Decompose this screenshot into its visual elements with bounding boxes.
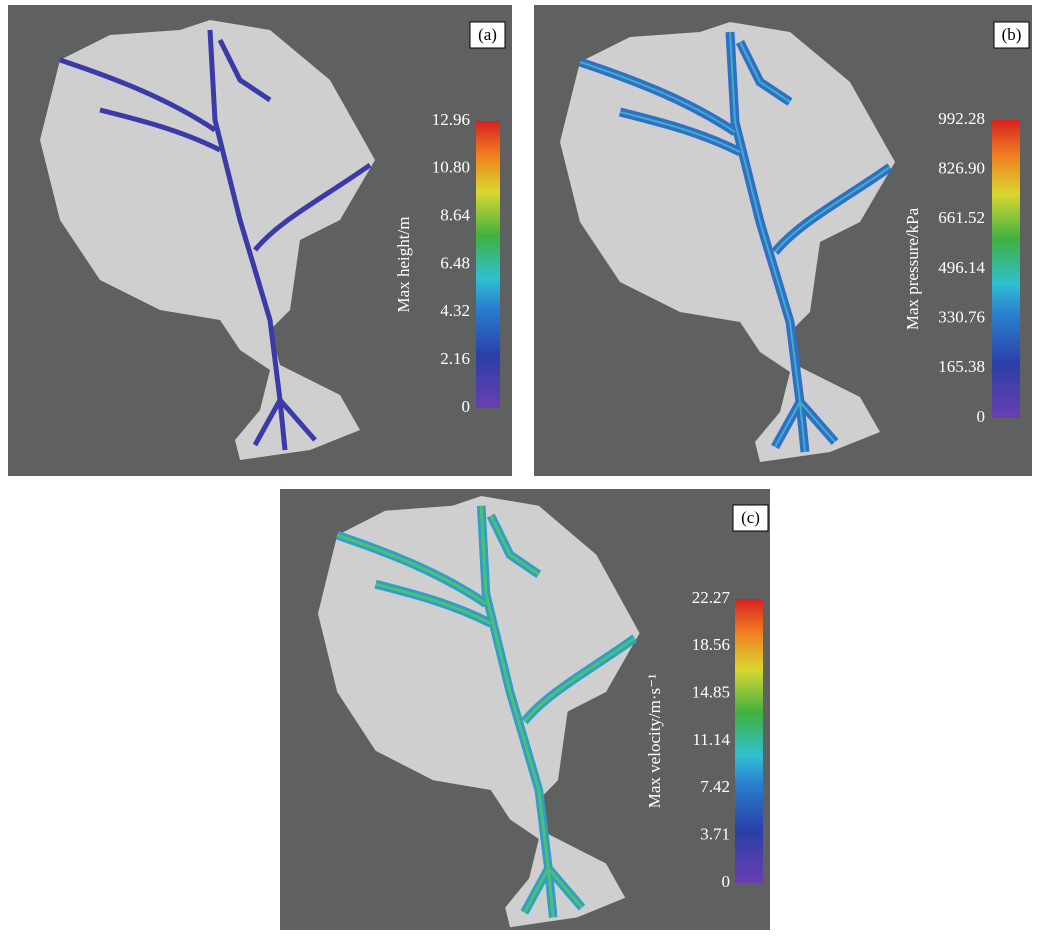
colorbar-tick-label: 826.90: [938, 159, 985, 178]
colorbar-title: Max pressure/kPa: [903, 207, 922, 330]
colorbar-tick-label: 4.32: [440, 301, 470, 320]
colorbar-tick-label: 11.14: [692, 730, 730, 749]
colorbar-tick-label: 661.52: [938, 208, 985, 227]
colorbar-tick-label: 0: [462, 397, 471, 416]
colorbar-tick-label: 0: [722, 872, 731, 891]
colorbar: [992, 120, 1020, 418]
colorbar-tick-label: 7.42: [700, 777, 730, 796]
colorbar-title: Max velocity/m·s⁻¹: [645, 674, 664, 808]
panel-label: (a): [478, 25, 497, 44]
colorbar-tick-label: 10.80: [432, 158, 470, 177]
panel-label-box: [732, 504, 769, 532]
colorbar-tick-label: 165.38: [938, 357, 985, 376]
panel-label: (b): [1002, 25, 1022, 44]
colorbar-tick-label: 8.64: [440, 206, 470, 225]
colorbar-tick-label: 14.85: [692, 683, 730, 702]
colorbar-tick-label: 18.56: [692, 635, 730, 654]
colorbar-tick-label: 6.48: [440, 253, 470, 272]
colorbar-tick-label: 992.28: [938, 109, 985, 128]
colorbar-tick-label: 2.16: [440, 349, 470, 368]
colorbar-tick-label: 0: [977, 407, 986, 426]
colorbar-tick-label: 12.96: [432, 110, 470, 129]
colorbar: [735, 599, 763, 883]
panel-label-box: [469, 21, 506, 49]
colorbar-title: Max height/m: [394, 217, 413, 313]
colorbar-tick-label: 3.71: [700, 825, 730, 844]
panel-label-box: [993, 21, 1030, 49]
panel-label: (c): [741, 508, 760, 527]
colorbar-tick-label: 330.76: [938, 308, 985, 327]
colorbar: [476, 121, 500, 408]
colorbar-tick-label: 496.14: [938, 258, 985, 277]
colorbar-tick-label: 22.27: [692, 588, 731, 607]
